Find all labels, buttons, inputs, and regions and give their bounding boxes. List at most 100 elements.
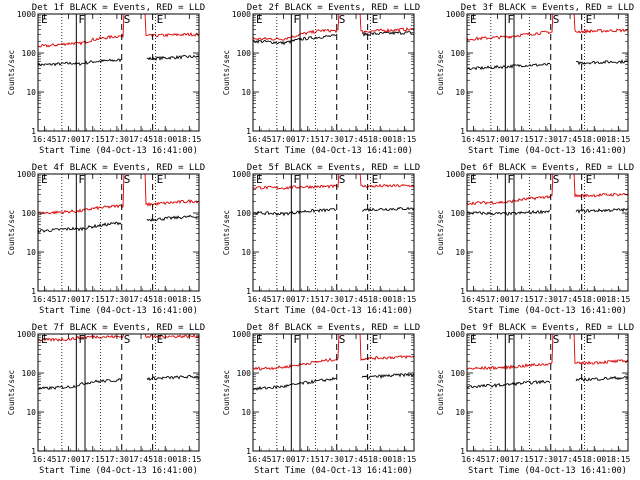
flag-label: F bbox=[78, 333, 85, 346]
x-tick-label: 16:45 bbox=[32, 455, 56, 464]
series-lld bbox=[253, 334, 414, 371]
series-events bbox=[467, 207, 628, 216]
flag-label: F bbox=[78, 173, 85, 186]
x-tick-label: 18:15 bbox=[392, 295, 416, 304]
y-tick-label: 1 bbox=[246, 127, 251, 136]
x-tick-label: 18:00 bbox=[582, 295, 606, 304]
x-tick-label: 18:15 bbox=[177, 295, 201, 304]
x-tick-label: 17:45 bbox=[344, 455, 368, 464]
x-tick-label: 17:15 bbox=[81, 135, 105, 144]
x-tick-label: 17:00 bbox=[272, 135, 296, 144]
x-tick-label: 17:45 bbox=[558, 455, 582, 464]
flag-label: E bbox=[372, 333, 379, 346]
x-tick-label: 18:15 bbox=[606, 295, 630, 304]
flag-label: E bbox=[157, 173, 164, 186]
y-tick-label: 1000 bbox=[17, 330, 36, 339]
x-tick-label: 18:00 bbox=[368, 455, 392, 464]
panel-title: Det 4f BLACK = Events, RED = LLD bbox=[32, 163, 205, 173]
x-tick-label: 17:00 bbox=[57, 455, 81, 464]
flag-label: E bbox=[41, 13, 48, 26]
series-events bbox=[38, 214, 199, 233]
y-axis-label: Counts/sec bbox=[7, 50, 16, 95]
x-axis-label: Start Time (04-Oct-13 16:41:00) bbox=[39, 146, 198, 156]
x-axis-label: Start Time (04-Oct-13 16:41:00) bbox=[39, 306, 198, 316]
panel-data bbox=[467, 14, 628, 71]
x-tick-label: 17:45 bbox=[344, 135, 368, 144]
series-events bbox=[467, 59, 628, 71]
y-tick-label: 100 bbox=[451, 49, 466, 58]
flag-label: F bbox=[507, 173, 514, 186]
x-tick-label: 17:15 bbox=[510, 455, 534, 464]
y-tick-label: 1000 bbox=[232, 330, 251, 339]
flag-label: E bbox=[41, 333, 48, 346]
flag-label: S bbox=[553, 333, 560, 346]
x-tick-label: 17:30 bbox=[105, 455, 129, 464]
x-tick-label: 17:00 bbox=[486, 135, 510, 144]
flag-label: E bbox=[256, 13, 263, 26]
flag-label: F bbox=[78, 13, 85, 26]
y-tick-label: 100 bbox=[451, 209, 466, 218]
series-lld bbox=[467, 174, 628, 206]
flag-label: E bbox=[372, 173, 379, 186]
panel-data bbox=[467, 174, 628, 216]
x-tick-label: 18:15 bbox=[606, 135, 630, 144]
y-tick-label: 1000 bbox=[232, 170, 251, 179]
y-tick-label: 1000 bbox=[17, 10, 36, 19]
series-lld bbox=[467, 334, 628, 371]
x-tick-label: 17:15 bbox=[81, 455, 105, 464]
y-axis-label: Counts/sec bbox=[222, 50, 231, 95]
flag-label: S bbox=[124, 173, 131, 186]
y-tick-label: 1000 bbox=[446, 10, 465, 19]
panel-data bbox=[253, 174, 414, 217]
x-tick-label: 18:00 bbox=[582, 135, 606, 144]
x-tick-label: 18:15 bbox=[606, 455, 630, 464]
x-tick-label: 17:00 bbox=[486, 455, 510, 464]
panel-title: Det 7f BLACK = Events, RED = LLD bbox=[32, 323, 205, 333]
x-tick-label: 17:30 bbox=[534, 455, 558, 464]
x-axis-label: Start Time (04-Oct-13 16:41:00) bbox=[254, 466, 413, 476]
x-tick-label: 18:00 bbox=[368, 135, 392, 144]
flag-label: E bbox=[157, 13, 164, 26]
y-tick-label: 1 bbox=[246, 287, 251, 296]
panel-title: Det 5f BLACK = Events, RED = LLD bbox=[247, 163, 420, 173]
y-tick-label: 10 bbox=[26, 88, 36, 97]
x-tick-label: 17:45 bbox=[558, 135, 582, 144]
y-axis-label: Counts/sec bbox=[222, 210, 231, 255]
x-tick-label: 18:15 bbox=[392, 455, 416, 464]
flag-label: F bbox=[293, 333, 300, 346]
flag-label: E bbox=[41, 173, 48, 186]
flag-label: E bbox=[470, 173, 477, 186]
y-tick-label: 100 bbox=[237, 369, 252, 378]
flag-label: S bbox=[124, 13, 131, 26]
y-tick-label: 100 bbox=[237, 209, 252, 218]
x-axis-label: Start Time (04-Oct-13 16:41:00) bbox=[254, 306, 413, 316]
flag-label: E bbox=[586, 13, 593, 26]
x-tick-label: 17:45 bbox=[129, 295, 153, 304]
flag-label: F bbox=[507, 13, 514, 26]
series-events bbox=[253, 31, 414, 46]
x-tick-label: 17:30 bbox=[534, 135, 558, 144]
x-tick-label: 16:45 bbox=[461, 455, 485, 464]
series-lld bbox=[467, 14, 628, 41]
panel-title: Det 6f BLACK = Events, RED = LLD bbox=[461, 163, 634, 173]
y-tick-label: 1000 bbox=[446, 330, 465, 339]
panel-title: Det 3f BLACK = Events, RED = LLD bbox=[461, 3, 634, 13]
flag-label: F bbox=[293, 173, 300, 186]
y-tick-label: 1 bbox=[460, 287, 465, 296]
x-axis-label: Start Time (04-Oct-13 16:41:00) bbox=[468, 306, 627, 316]
y-axis-label: Counts/sec bbox=[436, 370, 445, 415]
x-tick-label: 18:00 bbox=[153, 455, 177, 464]
x-tick-label: 16:45 bbox=[247, 455, 271, 464]
x-tick-label: 17:30 bbox=[105, 135, 129, 144]
x-tick-label: 18:00 bbox=[368, 295, 392, 304]
x-tick-label: 17:15 bbox=[81, 295, 105, 304]
flag-label: E bbox=[586, 173, 593, 186]
x-tick-label: 18:00 bbox=[153, 295, 177, 304]
y-tick-label: 1 bbox=[460, 127, 465, 136]
